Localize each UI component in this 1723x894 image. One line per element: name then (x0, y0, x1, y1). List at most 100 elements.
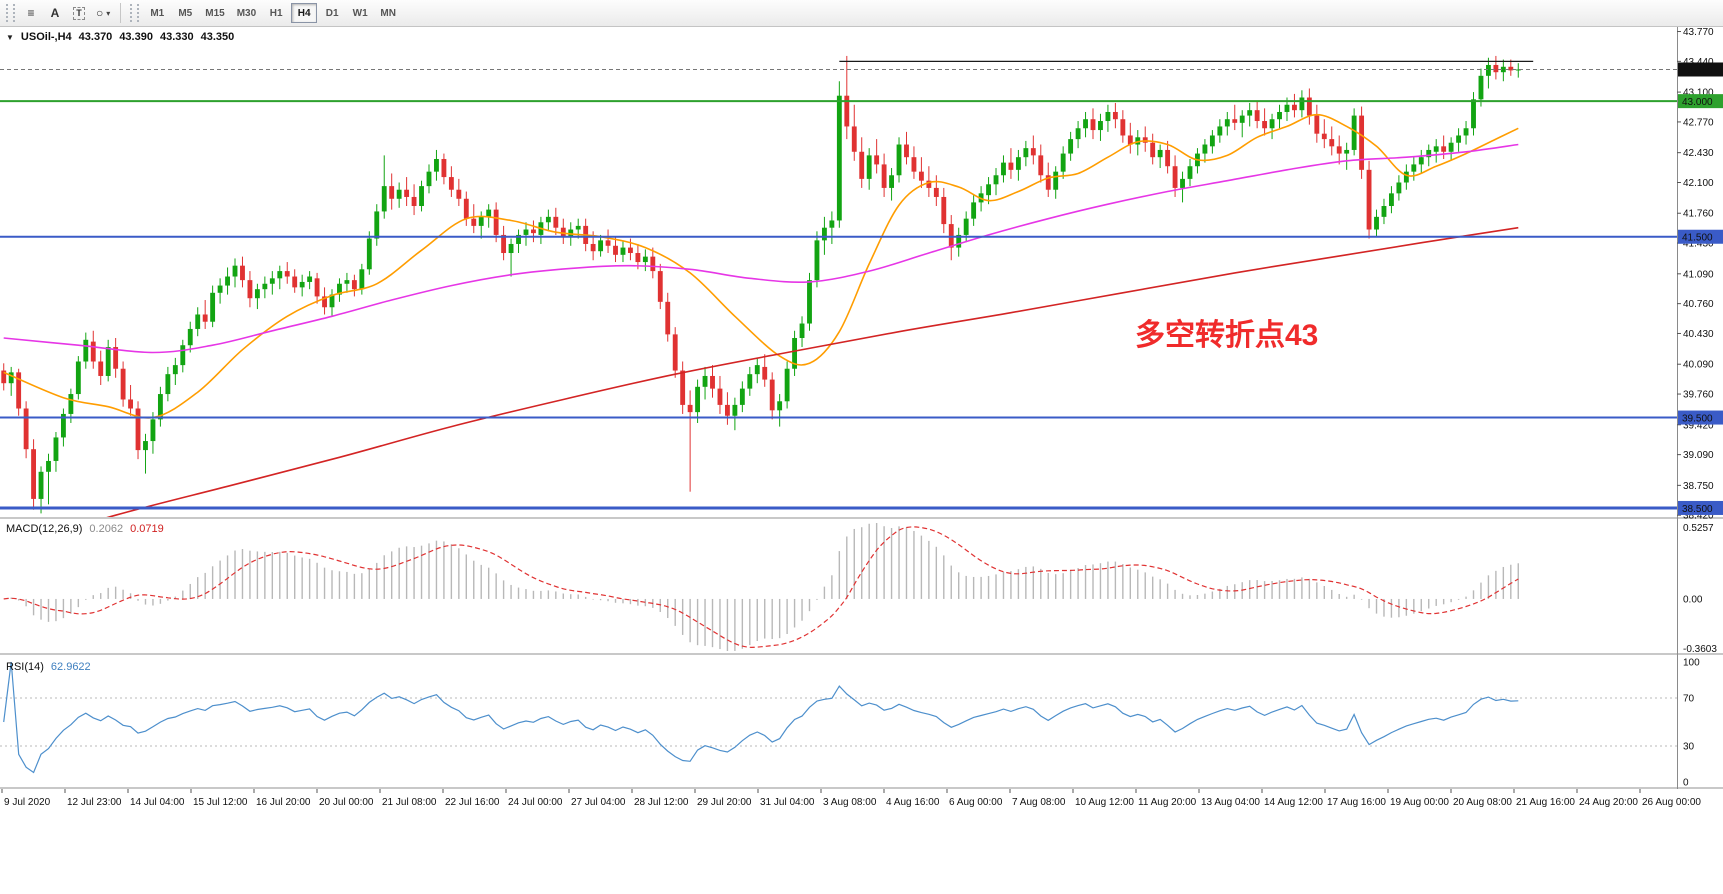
bull-candle (38, 471, 44, 499)
bear-candle (90, 341, 96, 362)
text-tool-button[interactable]: A (44, 3, 66, 24)
timeframe-button-w1[interactable]: W1 (347, 3, 373, 23)
time-axis-label: 3 Aug 08:00 (823, 797, 877, 808)
bull-candle (1478, 75, 1484, 100)
bull-candle (1247, 110, 1253, 116)
bear-candle (650, 256, 656, 272)
shapes-tool-button[interactable]: ○ ▾ (92, 3, 114, 24)
bear-candle (120, 368, 126, 400)
panel-separator[interactable] (0, 787, 1723, 789)
bear-candle (389, 186, 395, 199)
time-axis-label: 20 Aug 08:00 (1453, 797, 1512, 808)
price-badge (1678, 229, 1723, 244)
time-axis-label: 31 Jul 04:00 (760, 797, 815, 808)
collapse-triangle-icon[interactable]: ▼ (6, 32, 14, 42)
time-axis-label: 16 Jul 20:00 (256, 797, 311, 808)
chart-annotation-text[interactable]: 多空转折点43 (1135, 319, 1319, 352)
timeframe-toolbar-grip[interactable] (130, 4, 140, 22)
bear-candle (1508, 66, 1514, 71)
bear-candle (710, 375, 715, 389)
bear-candle (1232, 119, 1238, 123)
time-axis-label: 20 Jul 00:00 (319, 797, 374, 808)
timeframe-button-m5[interactable]: M5 (172, 3, 198, 23)
bear-candle (1321, 133, 1327, 140)
bear-candle (941, 196, 947, 225)
bear-candle (665, 301, 671, 335)
bull-candle (1001, 162, 1006, 176)
macd-signal-value: 0.0719 (130, 523, 164, 535)
bull-candle (337, 283, 342, 295)
bear-candle (590, 243, 596, 252)
bull-candle (46, 460, 51, 472)
bear-candle (128, 399, 133, 409)
bull-candle (75, 361, 81, 395)
bull-candle (792, 337, 798, 369)
bear-candle (284, 271, 290, 277)
bear-candle (605, 240, 611, 246)
bear-candle (1008, 162, 1014, 170)
bull-candle (836, 95, 842, 221)
bear-candle (351, 280, 357, 290)
bear-candle (635, 253, 641, 263)
price-badge-label: 43.350 (1682, 65, 1713, 76)
price-badge (1678, 62, 1723, 77)
rsi-axis-label: 70 (1683, 694, 1695, 705)
bear-candle (724, 404, 730, 416)
text-label-tool-button[interactable]: T (68, 3, 90, 24)
bull-candle (747, 374, 753, 389)
bear-candle (1366, 169, 1372, 230)
bear-candle (1090, 119, 1096, 131)
bull-candle (956, 234, 962, 248)
timeframe-button-h1[interactable]: H1 (263, 3, 289, 23)
price-axis-label: 41.430 (1683, 239, 1714, 250)
timeframe-button-d1[interactable]: D1 (319, 3, 345, 23)
bear-candle (1329, 139, 1335, 147)
bull-candle (516, 234, 521, 244)
bull-candle (821, 227, 827, 241)
toolbar-grip[interactable] (6, 4, 15, 22)
timeframe-button-m15[interactable]: M15 (200, 3, 229, 23)
bull-candle (1284, 104, 1290, 112)
bull-candle (1456, 135, 1462, 143)
bear-candle (202, 314, 208, 322)
timeframe-button-m1[interactable]: M1 (144, 3, 170, 23)
bull-candle (1374, 216, 1379, 230)
bear-candle (687, 404, 693, 413)
bull-candle (1202, 144, 1208, 154)
price-axis-label: 39.760 (1683, 390, 1714, 401)
bull-candle (269, 278, 275, 284)
bull-candle (1239, 115, 1245, 123)
timeframe-button-mn[interactable]: MN (375, 3, 401, 23)
bull-candle (1180, 178, 1185, 188)
timeframe-button-m30[interactable]: M30 (232, 3, 261, 23)
price-axis-label: 42.430 (1683, 148, 1714, 159)
bull-candle (620, 247, 626, 255)
bull-candle (359, 269, 365, 290)
bull-candle (963, 218, 969, 235)
bull-candle (143, 441, 148, 451)
macd-axis-min-label: -0.3603 (1683, 644, 1717, 655)
time-axis-label: 4 Aug 16:00 (886, 797, 940, 808)
bull-candle (1224, 119, 1230, 127)
time-axis-label: 21 Aug 16:00 (1516, 797, 1575, 808)
main-toolbar: ≡ A T ○ ▾ M1 M5 M15 M30 H1 H4 D1 W1 MN (0, 0, 1723, 27)
bear-candle (1441, 146, 1447, 152)
time-axis-label: 24 Jul 00:00 (508, 797, 563, 808)
dropdown-caret-icon: ▾ (106, 8, 111, 18)
time-axis-label: 17 Aug 16:00 (1327, 797, 1386, 808)
toolbar-separator (120, 3, 122, 23)
bear-candle (1142, 137, 1148, 143)
time-axis-label: 21 Jul 08:00 (382, 797, 437, 808)
menu-lines-button[interactable]: ≡ (20, 3, 42, 24)
bull-candle (702, 375, 708, 387)
bear-candle (1120, 119, 1126, 136)
panel-separator[interactable] (0, 517, 1723, 519)
time-axis-label: 26 Aug 00:00 (1642, 797, 1701, 808)
bull-candle (195, 314, 201, 329)
panel-separator[interactable] (0, 653, 1723, 655)
price-axis-label: 41.760 (1683, 209, 1714, 220)
timeframe-button-h4[interactable]: H4 (291, 3, 318, 23)
bull-candle (329, 294, 335, 308)
